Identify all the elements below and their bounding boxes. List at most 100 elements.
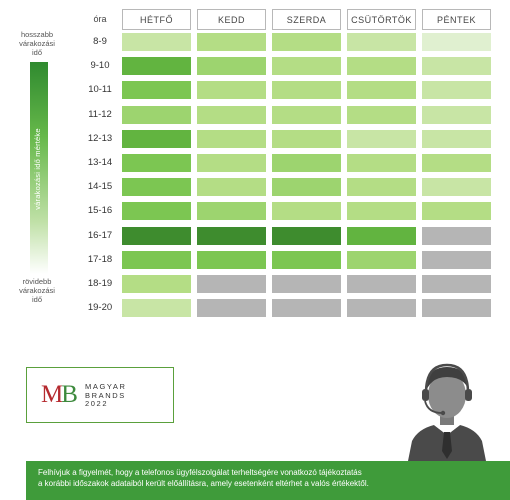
- wait-time-cell: [347, 105, 416, 124]
- day-header-thursday: CSÜTÖRTÖK: [347, 9, 416, 30]
- wait-time-cell: [197, 250, 266, 269]
- wait-time-cell: [272, 57, 341, 76]
- wait-time-cell: [122, 178, 191, 197]
- hour-label: 12-13: [87, 132, 113, 144]
- wait-time-cell: [122, 250, 191, 269]
- logo-text-line: MAGYAR: [85, 382, 127, 391]
- logo-text-line: 2022: [85, 399, 109, 408]
- wait-time-cell: [122, 33, 191, 51]
- legend-top-line: várakozási: [19, 39, 55, 48]
- day-header-friday: PÉNTEK: [422, 9, 491, 30]
- wait-time-cell: [197, 33, 266, 51]
- wait-time-cell: [347, 178, 416, 197]
- wait-time-cell: [197, 105, 266, 124]
- wait-time-cell: [197, 275, 266, 293]
- wait-time-cell: [122, 81, 191, 100]
- wait-time-cell: [422, 275, 491, 293]
- hour-label: 9-10: [90, 60, 110, 72]
- wait-time-cell: [422, 57, 491, 76]
- wait-time-cell: [347, 57, 416, 76]
- hour-label: 10-11: [88, 84, 112, 96]
- wait-time-cell: [272, 250, 341, 269]
- hour-label: 15-16: [87, 205, 113, 217]
- hour-label: 19-20: [87, 302, 113, 314]
- wait-time-cell: [347, 81, 416, 100]
- hour-label: 11-12: [88, 108, 112, 120]
- wait-time-cell: [272, 202, 341, 221]
- hour-column-header: óra: [93, 14, 107, 24]
- wait-time-cell: [197, 202, 266, 221]
- wait-time-cell: [347, 250, 416, 269]
- wait-time-cell: [422, 226, 491, 245]
- legend-top-line: idő: [31, 48, 42, 57]
- wait-time-cell: [347, 299, 416, 318]
- wait-time-cell: [422, 105, 491, 124]
- wait-time-cell: [122, 105, 191, 124]
- legend-top-label: hosszabb várakozási idő: [6, 30, 68, 57]
- wait-time-cell: [422, 129, 491, 148]
- wait-time-cell: [347, 129, 416, 148]
- wait-time-cell: [197, 57, 266, 76]
- hour-label: 18-19: [87, 278, 113, 289]
- wait-time-cell: [272, 105, 341, 124]
- disclaimer-banner: Felhívjuk a figyelmét, hogy a telefonos …: [26, 461, 510, 500]
- wait-time-cell: [197, 178, 266, 197]
- wait-time-cell: [122, 202, 191, 221]
- wait-time-cell: [122, 275, 191, 293]
- hour-label: 16-17: [87, 229, 113, 241]
- wait-time-cell: [122, 299, 191, 318]
- wait-time-cell: [347, 154, 416, 172]
- wait-time-cell: [197, 299, 266, 318]
- mb-logo-mark: MB: [41, 380, 78, 410]
- wait-time-cell: [122, 129, 191, 148]
- logo-text-line: BRANDS: [85, 390, 126, 400]
- call-center-agent-icon: [408, 363, 486, 461]
- wait-time-cell: [347, 226, 416, 245]
- wait-time-cell: [122, 226, 191, 245]
- wait-time-cell: [272, 129, 341, 148]
- wait-time-cell: [272, 154, 341, 172]
- hour-label: 14-15: [87, 181, 113, 193]
- logo-m-letter: M: [41, 381, 63, 408]
- wait-time-cell: [122, 154, 191, 172]
- magyar-brands-logo: MB MAGYAR BRANDS 2022: [26, 367, 174, 423]
- wait-time-cell: [272, 178, 341, 197]
- legend-gradient-bar: [30, 62, 48, 274]
- wait-time-cell: [197, 81, 266, 100]
- wait-time-cell: [347, 33, 416, 51]
- wait-time-cell: [347, 202, 416, 221]
- legend-bottom-label: rövidebb várakozási idő: [6, 277, 68, 304]
- disclaimer-line: a korábbi időszakok adataiból került elő…: [38, 479, 369, 488]
- wait-time-cell: [272, 81, 341, 100]
- wait-time-cell: [422, 33, 491, 51]
- legend-axis-label: várakozási idő mértéke: [33, 128, 42, 210]
- logo-text: MAGYAR BRANDS 2022: [85, 382, 127, 409]
- legend-bottom-line: várakozási: [19, 286, 55, 295]
- legend-top-line: hosszabb: [20, 30, 54, 39]
- day-header-wednesday: SZERDA: [272, 9, 341, 30]
- day-header-monday: HÉTFŐ: [122, 9, 191, 30]
- wait-time-cell: [347, 275, 416, 293]
- wait-time-cell: [422, 250, 491, 269]
- wait-time-cell: [197, 154, 266, 172]
- disclaimer-line: Felhívjuk a figyelmét, hogy a telefonos …: [38, 468, 362, 477]
- day-header-tuesday: KEDD: [197, 9, 266, 30]
- wait-time-cell: [272, 33, 341, 51]
- wait-time-cell: [422, 299, 491, 318]
- wait-time-cell: [422, 202, 491, 221]
- wait-time-cell: [422, 154, 491, 172]
- logo-b-letter: B: [61, 381, 78, 408]
- wait-time-cell: [422, 178, 491, 197]
- wait-time-cell: [122, 57, 191, 76]
- legend-bottom-line: idő: [31, 295, 42, 304]
- wait-time-cell: [272, 226, 341, 245]
- hour-label: 8-9: [93, 36, 107, 47]
- hour-label: 13-14: [87, 157, 113, 168]
- legend-bottom-line: rövidebb: [22, 277, 52, 286]
- wait-time-cell: [272, 299, 341, 318]
- wait-time-cell: [422, 81, 491, 100]
- wait-time-cell: [272, 275, 341, 293]
- hour-label: 17-18: [87, 253, 113, 265]
- wait-time-cell: [197, 129, 266, 148]
- wait-time-cell: [197, 226, 266, 245]
